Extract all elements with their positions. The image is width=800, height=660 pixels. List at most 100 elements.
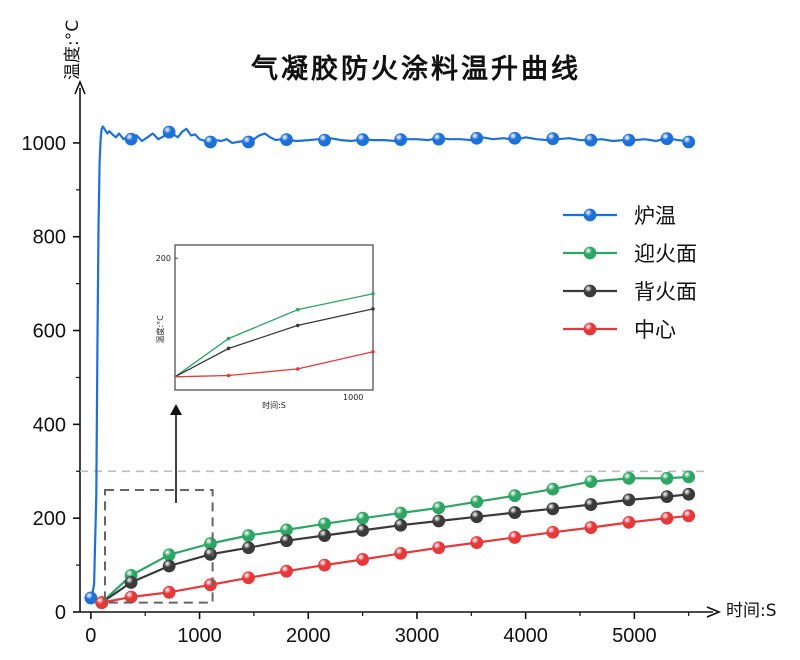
series-2-point [394, 506, 408, 520]
series-3-point [394, 518, 408, 532]
legend-label-2: 迎火面 [634, 242, 697, 266]
series-4-point [432, 541, 446, 555]
series-1-point [584, 133, 598, 147]
legend-marker-3 [583, 284, 597, 298]
series-1-point [546, 132, 560, 146]
series-3-point [280, 534, 293, 548]
inset-series-2-point [371, 307, 375, 311]
series-3-point [356, 523, 370, 537]
series-4-point [508, 531, 522, 544]
series-4-point [124, 590, 138, 604]
series-1-point [394, 133, 408, 147]
series-3-point [470, 510, 484, 524]
series-2-point [242, 529, 255, 542]
series-2-point [584, 475, 598, 488]
series-3-point [124, 576, 138, 589]
series-2-point [280, 523, 293, 537]
legend-label-3: 背火面 [634, 280, 697, 304]
series-3-point [682, 487, 696, 501]
series-2-point [622, 471, 636, 485]
series-3-point [508, 506, 522, 519]
series-1-point [162, 125, 176, 139]
inset-y-axis-label: 温度:°C [155, 315, 165, 344]
inset-x-axis-label: 时间:S [262, 400, 286, 410]
series-4-point [682, 509, 696, 523]
x-tick-label: 2000 [286, 625, 331, 647]
series-1-point [622, 133, 636, 147]
series-1-point [124, 132, 138, 146]
inset-series-3-point [295, 367, 300, 371]
series-1-point [318, 133, 331, 147]
series-2-point [660, 471, 674, 485]
series-2-point [432, 501, 446, 515]
series-1-point [660, 132, 674, 146]
x-axis-arrow [706, 606, 722, 618]
series-3-point [162, 559, 176, 573]
series-3-point [242, 541, 255, 555]
inset-series-1-point [295, 307, 300, 312]
y-tick-label: 200 [33, 508, 66, 530]
zoom-region-box [104, 489, 214, 604]
series-1-point [470, 131, 484, 145]
inset-series-2-point [226, 346, 231, 351]
inset-series-line-3 [174, 351, 374, 378]
inset-y-tick-label: 200 [156, 254, 171, 263]
series-4-point [162, 585, 176, 599]
series-2-point [682, 470, 696, 484]
series-4-point [470, 536, 484, 549]
series-2-point [356, 511, 370, 525]
inset-series-1-point [226, 336, 231, 341]
y-tick-label: 800 [33, 227, 66, 249]
series-4-point [546, 525, 560, 539]
series-1-point [508, 131, 522, 145]
legend-label-1: 炉温 [634, 204, 676, 228]
series-2-point [508, 489, 522, 503]
series-2-point [204, 537, 217, 550]
legend-marker-1 [583, 208, 597, 222]
x-tick-label: 5000 [612, 625, 657, 647]
series-1-point [280, 133, 293, 147]
inset-series-2-point [295, 323, 300, 328]
inset-series-line-1 [174, 293, 374, 378]
series-4-point [280, 564, 293, 578]
series-3-point [318, 529, 331, 542]
series-1-point [204, 135, 217, 149]
x-tick-label: 3000 [395, 625, 440, 647]
zoom-arrow-head [170, 404, 182, 415]
series-4-point [622, 516, 636, 529]
y-tick-label: 1000 [22, 133, 67, 155]
series-4-point [394, 546, 408, 560]
series-2-point [318, 517, 331, 531]
y-axis-label: 温度:°C [63, 20, 83, 80]
chart-title: 气凝胶防火涂料温升曲线 [250, 53, 581, 85]
y-tick-label: 0 [55, 602, 66, 624]
y-tick-label: 600 [33, 321, 66, 343]
y-tick-label: 400 [33, 414, 66, 436]
x-tick-label: 4000 [503, 625, 548, 647]
series-3-point [204, 547, 217, 561]
series-2-point [470, 495, 484, 509]
series-3-point [546, 502, 560, 516]
series-1-point [356, 133, 370, 147]
series-3-point [432, 514, 446, 528]
series-4-point [318, 558, 331, 572]
series-4-point [356, 553, 370, 566]
series-3-point [660, 490, 674, 504]
series-1-point [242, 135, 255, 149]
series-3-point [584, 498, 598, 511]
inset-frame [174, 244, 374, 391]
series-3-point [622, 493, 636, 507]
series-2-point [546, 482, 560, 496]
x-tick-label: 1000 [177, 625, 222, 647]
x-axis-label: 时间:S [726, 601, 777, 621]
series-1-point [84, 591, 98, 605]
legend-marker-2 [583, 246, 597, 260]
inset-series-3-point [226, 373, 231, 378]
legend-label-4: 中心 [634, 318, 676, 342]
series-4-point [242, 571, 255, 585]
series-4-point [660, 511, 674, 525]
series-1-point [682, 135, 696, 149]
series-4-point [204, 578, 217, 592]
inset-series-3-point [371, 349, 375, 354]
series-4-point [584, 521, 598, 534]
